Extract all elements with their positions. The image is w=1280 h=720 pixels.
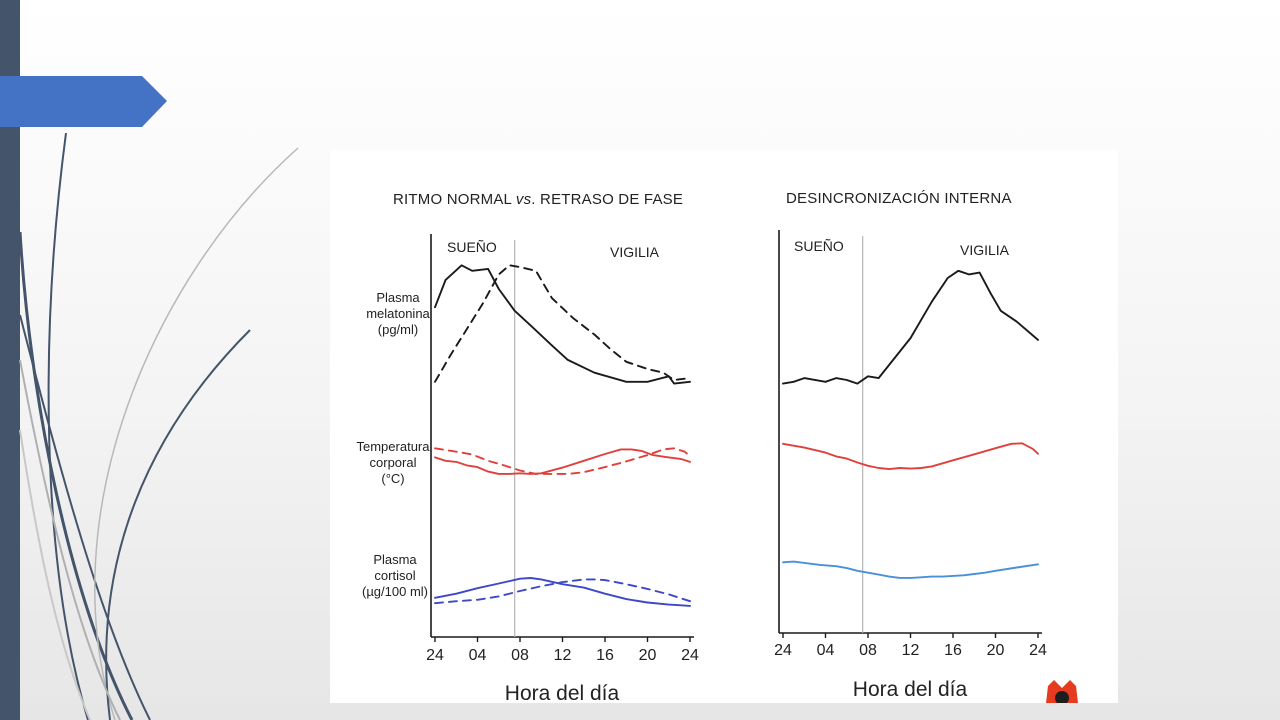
logo-dark-shape — [1055, 691, 1069, 703]
chart-figure: RITMO NORMAL vs. RETRASO DE FASE SUEÑO VIG… — [330, 150, 1118, 703]
chart-panel-1: RITMO NORMAL vs. RETRASO DE FASE SUEÑO VIG… — [357, 191, 699, 703]
series-line — [434, 264, 691, 385]
series-line — [782, 442, 1039, 471]
chart-title: RITMO NORMAL vs. RETRASO DE FASE — [393, 191, 683, 208]
x-tick-label: 04 — [469, 647, 487, 664]
x-tick-label: 08 — [859, 642, 877, 659]
y-band-label-line: (pg/ml) — [378, 322, 418, 337]
series-line — [434, 577, 691, 607]
series-line — [434, 578, 691, 605]
decorative-curve — [18, 231, 134, 720]
x-tick-label: 12 — [902, 642, 920, 659]
series-line — [434, 264, 691, 383]
x-tick-label: 24 — [1029, 642, 1047, 659]
chart-title-part: . RETRASO DE FASE — [531, 191, 683, 208]
y-band-label-line: Plasma — [376, 290, 420, 305]
x-tick-label: 24 — [774, 642, 792, 659]
x-tick-label: 24 — [681, 647, 699, 664]
left-sidebar-bar — [0, 0, 20, 720]
publisher-logo — [1046, 680, 1078, 703]
x-tick-label: 12 — [554, 647, 572, 664]
chart-title-part: DESINCRONIZACIÓN INTERNA — [786, 190, 1012, 207]
decorative-curve — [19, 429, 91, 720]
y-band-label-line: (µg/100 ml) — [362, 584, 428, 599]
x-tick-label: 24 — [426, 647, 444, 664]
x-tick-label: 04 — [817, 642, 835, 659]
title-arrow-shape — [0, 76, 167, 127]
region-label-wake: VIGILIA — [960, 242, 1010, 258]
decorative-curve — [19, 359, 121, 720]
chart-panel-2: DESINCRONIZACIÓN INTERNA SUEÑO VIGILIA 24 04… — [774, 190, 1047, 701]
region-label-wake: VIGILIA — [610, 244, 660, 260]
x-tick-label: 16 — [596, 647, 614, 664]
decorative-curves — [18, 132, 299, 720]
region-label-sleep: SUEÑO — [447, 239, 497, 255]
x-tick-label: 20 — [639, 647, 657, 664]
x-tick-label: 08 — [511, 647, 529, 664]
decorative-curve — [47, 132, 89, 720]
chart-svg: RITMO NORMAL vs. RETRASO DE FASE SUEÑO VIG… — [357, 190, 1078, 703]
chart-title: DESINCRONIZACIÓN INTERNA — [786, 190, 1012, 207]
x-tick-label: 16 — [944, 642, 962, 659]
series-line — [782, 269, 1039, 385]
decorative-curve — [19, 314, 151, 720]
chart-title-part: RITMO NORMAL — [393, 191, 516, 208]
decorative-curve — [94, 147, 299, 720]
series-line — [434, 448, 691, 475]
y-band-label-line: melatonina — [366, 306, 430, 321]
y-band-label-line: cortisol — [374, 568, 415, 583]
y-band-label-line: corporal — [370, 455, 417, 470]
y-band-label-line: Plasma — [373, 552, 417, 567]
y-band-label-line: Temperatura — [357, 439, 431, 454]
decorative-curve — [105, 329, 251, 720]
series-line — [782, 560, 1039, 579]
y-band-label-line: (°C) — [381, 471, 404, 486]
chart-title-part: vs — [516, 191, 532, 208]
region-label-sleep: SUEÑO — [794, 238, 844, 254]
series-line — [434, 447, 691, 475]
x-axis-title: Hora del día — [505, 682, 620, 703]
x-axis-title: Hora del día — [853, 678, 968, 701]
x-tick-label: 20 — [987, 642, 1005, 659]
